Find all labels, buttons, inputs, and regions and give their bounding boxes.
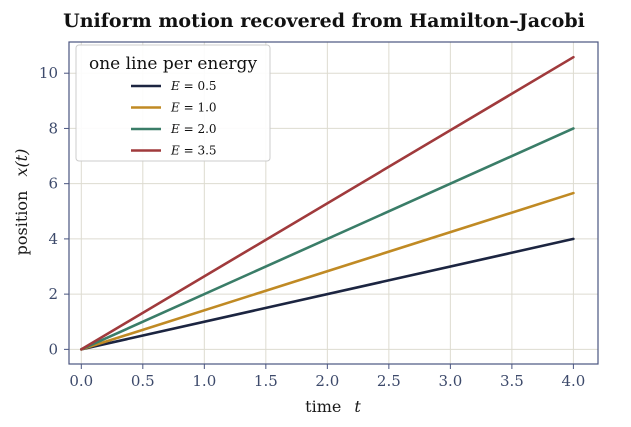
y-tick-label: 8 [48, 119, 58, 137]
y-tick-label: 6 [48, 175, 58, 193]
x-tick-label: 0.0 [69, 372, 93, 390]
x-tick-label: 1.5 [254, 372, 278, 390]
y-tick-label: 2 [48, 285, 58, 303]
x-tick-label: 1.0 [192, 372, 216, 390]
legend-label: E = 1.0 [170, 101, 217, 115]
x-axis-ticks: 0.0 0.5 1.0 1.5 2.0 2.5 3.0 3.5 4.0 [69, 364, 585, 390]
chart-title: Uniform motion recovered from Hamilton–J… [63, 10, 585, 32]
series-line-E-1.0 [80, 191, 575, 351]
x-tick-label: 0.5 [131, 372, 155, 390]
y-tick-label: 10 [39, 64, 58, 82]
grid [69, 42, 598, 364]
x-tick-label: 2.5 [377, 372, 401, 390]
x-axis-label-symbol: t [354, 397, 361, 416]
legend-items: E = 0.5 E = 1.0 E = 2.0 E = 3.5 [131, 79, 217, 158]
y-axis-label-symbol: x(t) [12, 149, 31, 177]
x-tick-label: 2.0 [315, 372, 339, 390]
y-tick-label: 4 [48, 230, 58, 248]
legend-box [75, 44, 271, 162]
x-tick-label: 3.0 [438, 372, 462, 390]
x-axis-label-text: time [305, 397, 341, 416]
series-line-E-3.5 [80, 55, 575, 351]
x-tick-label: 3.5 [500, 372, 524, 390]
plot-frame [68, 41, 599, 365]
series-line-E-2.0 [80, 127, 575, 351]
legend: one line per energy E = 0.5 E = 1.0 E = 2.… [75, 44, 271, 162]
y-axis-ticks: 0 2 4 6 8 10 [39, 64, 69, 358]
y-axis-label-text: position [12, 191, 31, 256]
series-line-E-0.5 [80, 237, 575, 351]
legend-label: E = 0.5 [170, 79, 217, 93]
x-tick-label: 4.0 [561, 372, 585, 390]
y-tick-label: 0 [48, 340, 58, 358]
series-lines [80, 55, 575, 351]
x-axis-label: time t [305, 397, 361, 416]
legend-title: one line per energy [89, 54, 257, 74]
legend-label: E = 3.5 [170, 144, 217, 158]
legend-label: E = 2.0 [170, 122, 217, 136]
y-axis-label: position x(t) [12, 149, 31, 256]
